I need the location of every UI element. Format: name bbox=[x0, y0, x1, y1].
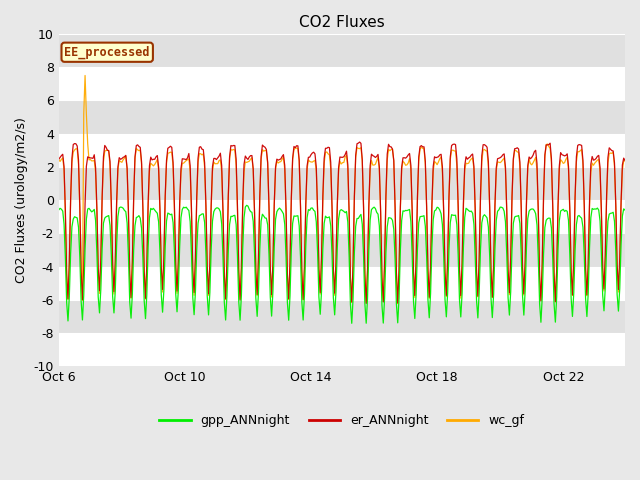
Bar bbox=[59, 333, 625, 366]
Bar bbox=[59, 133, 625, 167]
Title: CO2 Fluxes: CO2 Fluxes bbox=[299, 15, 385, 30]
Legend: gpp_ANNnight, er_ANNnight, wc_gf: gpp_ANNnight, er_ANNnight, wc_gf bbox=[154, 409, 529, 432]
Bar bbox=[59, 266, 625, 300]
Bar bbox=[59, 100, 625, 133]
Bar bbox=[59, 167, 625, 200]
Bar bbox=[59, 34, 625, 67]
Bar bbox=[59, 300, 625, 333]
Text: EE_processed: EE_processed bbox=[65, 46, 150, 59]
Bar bbox=[59, 200, 625, 233]
Bar bbox=[59, 67, 625, 100]
Y-axis label: CO2 Fluxes (urology/m2/s): CO2 Fluxes (urology/m2/s) bbox=[15, 117, 28, 283]
Bar bbox=[59, 233, 625, 266]
